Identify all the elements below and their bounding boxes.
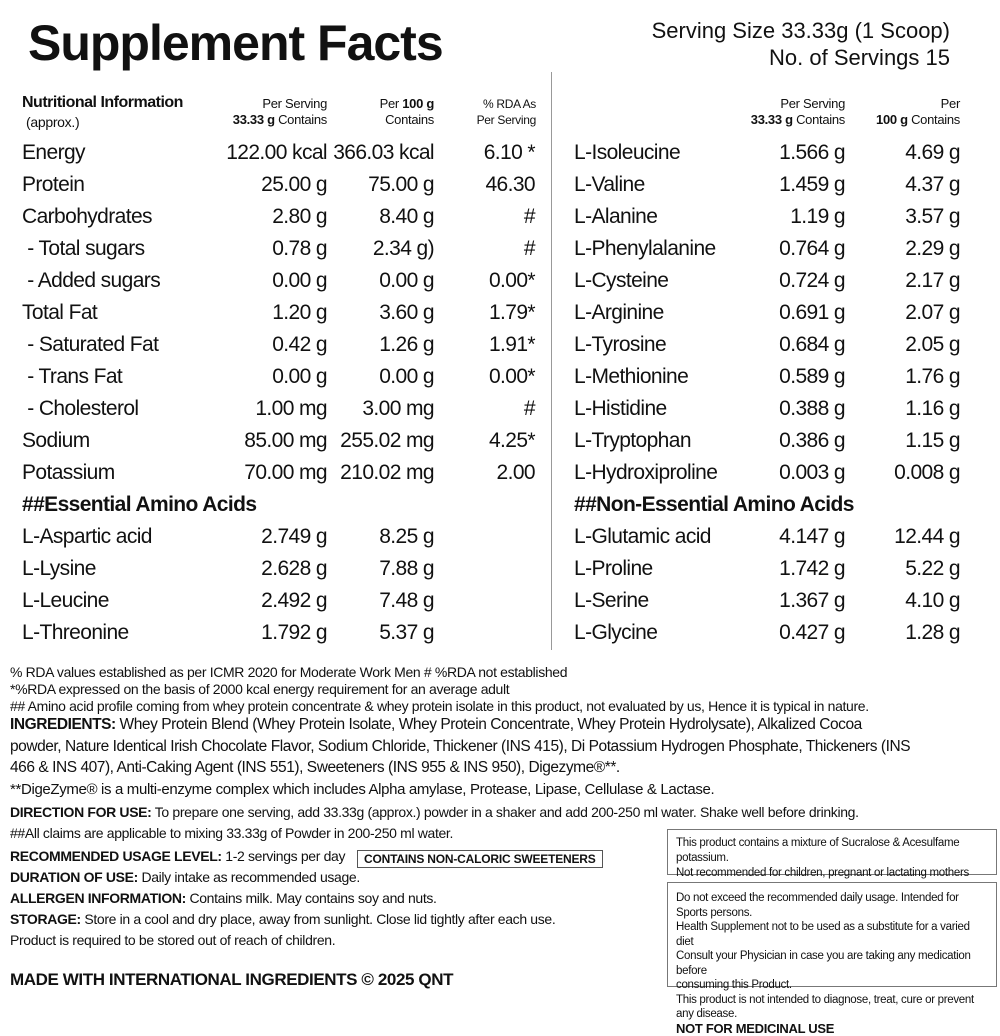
- sweetener-warning-box: This product contains a mixture of Sucra…: [667, 829, 997, 875]
- cell-per100: 4.10 g: [905, 586, 960, 616]
- cell-per100: 2.17 g: [905, 266, 960, 296]
- footnote-energy: *%RDA expressed on the basis of 2000 kca…: [10, 681, 509, 697]
- table-row: L-Serine 1.367 g 4.10 g: [0, 586, 1000, 616]
- table-row: L-Cysteine 0.724 g 2.17 g: [0, 266, 1000, 296]
- non-caloric-badge: CONTAINS NON-CALORIC SWEETENERS: [357, 850, 603, 868]
- cell-name: L-Tryptophan: [574, 426, 691, 456]
- cell-per100: 4.37 g: [905, 170, 960, 200]
- storage-info: STORAGE: Store in a cool and dry place, …: [10, 911, 555, 927]
- cell-serving: 4.147 g: [779, 522, 845, 552]
- table-row: L-Glutamic acid 4.147 g 12.44 g: [0, 522, 1000, 552]
- duration-of-use: DURATION OF USE: Daily intake as recomme…: [10, 869, 360, 885]
- cell-serving: 0.003 g: [779, 458, 845, 488]
- footnote-rda: % RDA values established as per ICMR 202…: [10, 664, 567, 680]
- table-row: L-Tryptophan 0.386 g 1.15 g: [0, 426, 1000, 456]
- cell-serving: 0.764 g: [779, 234, 845, 264]
- cell-per100: 1.28 g: [905, 618, 960, 648]
- cell-name: L-Proline: [574, 554, 653, 584]
- cell-serving: 0.691 g: [779, 298, 845, 328]
- cell-serving: 1.19 g: [790, 202, 845, 232]
- cell-serving: 1.742 g: [779, 554, 845, 584]
- table-row: L-Glycine 0.427 g 1.28 g: [0, 618, 1000, 648]
- table-row: L-Arginine 0.691 g 2.07 g: [0, 298, 1000, 328]
- cell-per100: 12.44 g: [894, 522, 960, 552]
- cell-serving: 0.386 g: [779, 426, 845, 456]
- cell-per100: 1.76 g: [905, 362, 960, 392]
- cell-per100: 2.29 g: [905, 234, 960, 264]
- table-row: L-Isoleucine 1.566 g 4.69 g: [0, 138, 1000, 168]
- nutrition-header-label: Nutritional Information: [22, 94, 183, 112]
- cell-name: L-Isoleucine: [574, 138, 680, 168]
- children-warning: Product is required to be stored out of …: [10, 932, 335, 948]
- cell-name: L-Arginine: [574, 298, 664, 328]
- box2-line: consuming this Product.: [676, 978, 988, 993]
- cell-per100: 0.008 g: [894, 458, 960, 488]
- footer-made-with: MADE WITH INTERNATIONAL INGREDIENTS © 20…: [10, 970, 453, 990]
- ingredients-line2: powder, Nature Identical Irish Chocolate…: [10, 738, 910, 756]
- cell-per100: 2.05 g: [905, 330, 960, 360]
- box2-line: Consult your Physician in case you are t…: [676, 949, 988, 978]
- cell-per100: 1.16 g: [905, 394, 960, 424]
- cell-per100: 5.22 g: [905, 554, 960, 584]
- footnote-amino: ## Amino acid profile coming from whey p…: [10, 698, 869, 714]
- usage-level: RECOMMENDED USAGE LEVEL: 1-2 servings pe…: [10, 848, 345, 864]
- not-medicinal-label: NOT FOR MEDICINAL USE: [676, 1022, 988, 1036]
- digezyme-note: **DigeZyme® is a multi-enzyme complex wh…: [10, 781, 714, 798]
- servings-count: No. of Servings 15: [769, 45, 950, 71]
- allergen-info: ALLERGEN INFORMATION: Contains milk. May…: [10, 890, 437, 906]
- cell-serving: 1.367 g: [779, 586, 845, 616]
- table-row: L-Valine 1.459 g 4.37 g: [0, 170, 1000, 200]
- cell-serving: 0.724 g: [779, 266, 845, 296]
- table-row: L-Alanine 1.19 g 3.57 g: [0, 202, 1000, 232]
- page-title: Supplement Facts: [28, 14, 443, 72]
- cell-serving: 1.459 g: [779, 170, 845, 200]
- cell-name: L-Methionine: [574, 362, 688, 392]
- table-row: L-Proline 1.742 g 5.22 g: [0, 554, 1000, 584]
- cell-per100: 1.15 g: [905, 426, 960, 456]
- cell-name: L-Tyrosine: [574, 330, 666, 360]
- cell-name: L-Phenylalanine: [574, 234, 716, 264]
- ingredients-line1: INGREDIENTS: Whey Protein Blend (Whey Pr…: [10, 716, 862, 734]
- cell-per100: 4.69 g: [905, 138, 960, 168]
- section-header: ##Non-Essential Amino Acids: [0, 490, 1000, 520]
- cell-name: L-Hydroxiproline: [574, 458, 717, 488]
- box2-line: Health Supplement not to be used as a su…: [676, 920, 988, 949]
- serving-size: Serving Size 33.33g (1 Scoop): [652, 18, 950, 44]
- usage-warning-box: Do not exceed the recommended daily usag…: [667, 882, 997, 987]
- table-row: L-Hydroxiproline 0.003 g 0.008 g: [0, 458, 1000, 488]
- box1-line: Not recommended for children, pregnant o…: [676, 866, 988, 881]
- cell-name: L-Glycine: [574, 618, 657, 648]
- claims-note: ##All claims are applicable to mixing 33…: [10, 825, 453, 841]
- cell-name: L-Glutamic acid: [574, 522, 711, 552]
- table-row: L-Tyrosine 0.684 g 2.05 g: [0, 330, 1000, 360]
- cell-serving: 0.388 g: [779, 394, 845, 424]
- cell-name: L-Histidine: [574, 394, 667, 424]
- box1-line: This product contains a mixture of Sucra…: [676, 836, 988, 866]
- cell-name: L-Serine: [574, 586, 649, 616]
- table-row: L-Phenylalanine 0.764 g 2.29 g: [0, 234, 1000, 264]
- cell-per100: 2.07 g: [905, 298, 960, 328]
- cell-serving: 1.566 g: [779, 138, 845, 168]
- direction-for-use: DIRECTION FOR USE: To prepare one servin…: [10, 804, 859, 820]
- cell-serving: 0.427 g: [779, 618, 845, 648]
- cell-serving: 0.684 g: [779, 330, 845, 360]
- nutrition-header-sublabel: (approx.): [26, 114, 79, 130]
- table-row: L-Histidine 0.388 g 1.16 g: [0, 394, 1000, 424]
- table-row: L-Methionine 0.589 g 1.76 g: [0, 362, 1000, 392]
- ingredients-line3: 466 & INS 407), Anti-Caking Agent (INS 5…: [10, 759, 620, 777]
- cell-per100: 3.57 g: [905, 202, 960, 232]
- cell-name: L-Cysteine: [574, 266, 668, 296]
- cell-serving: 0.589 g: [779, 362, 845, 392]
- section-title: ##Non-Essential Amino Acids: [574, 490, 854, 520]
- box2-line: Do not exceed the recommended daily usag…: [676, 891, 988, 920]
- cell-name: L-Valine: [574, 170, 645, 200]
- cell-name: L-Alanine: [574, 202, 657, 232]
- box2-line: This product is not intended to diagnose…: [676, 993, 988, 1022]
